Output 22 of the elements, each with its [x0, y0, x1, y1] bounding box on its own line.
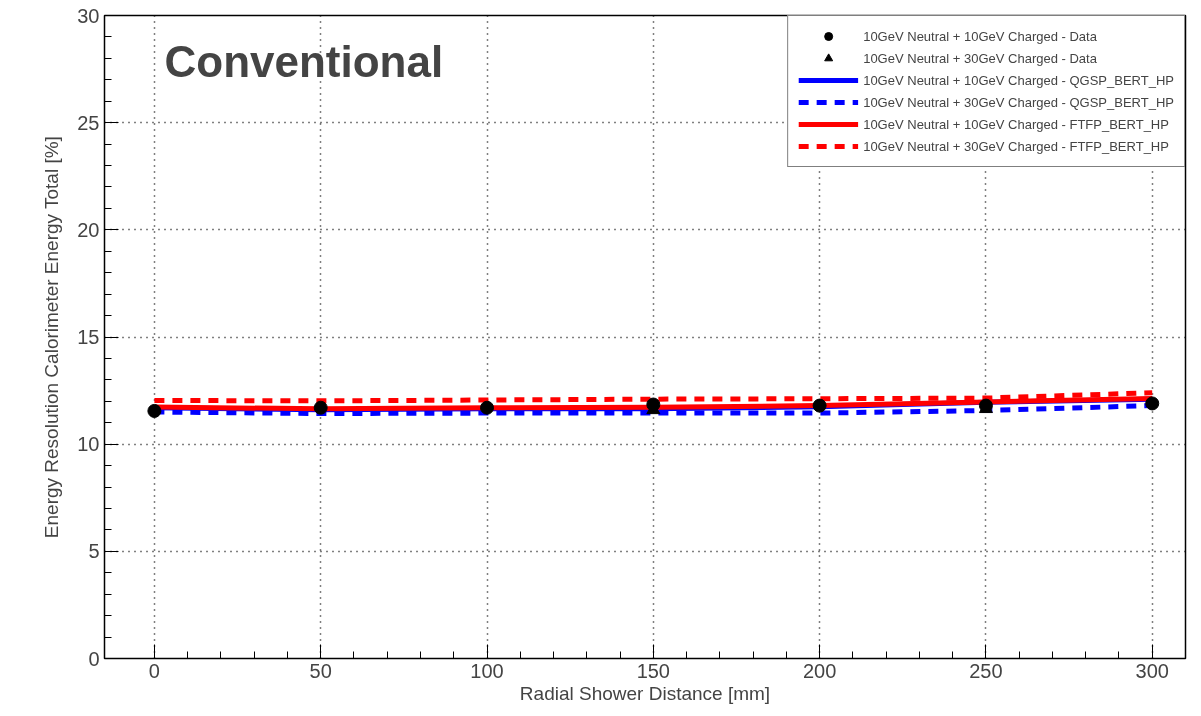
y-axis-title: Energy Resolution Calorimeter Energy Total [%] — [41, 136, 63, 539]
legend-label: 10GeV Neutral + 30GeV Charged - FTFP_BERT_HP — [863, 138, 1169, 154]
y-tick-label: 30 — [77, 4, 100, 27]
x-tick-label: 50 — [309, 659, 332, 682]
y-tick-label: 20 — [77, 218, 100, 241]
x-axis-title: Radial Shower Distance [mm] — [519, 682, 771, 704]
legend-label: 10GeV Neutral + 30GeV Charged - QGSP_BERT_HP — [863, 94, 1174, 110]
x-tick-label: 0 — [148, 659, 160, 682]
legend-label: 10GeV Neutral + 10GeV Charged - Data — [863, 28, 1097, 44]
text: Conventional — [164, 36, 444, 86]
x-tick-label: 100 — [470, 659, 504, 682]
legend-label: 10GeV Neutral + 30GeV Charged - Data — [863, 50, 1097, 66]
x-tick-label: 250 — [969, 659, 1003, 682]
x-tick-label: 300 — [1135, 659, 1169, 682]
y-tick-label: 10 — [77, 433, 100, 456]
legend-label: 10GeV Neutral + 10GeV Charged - QGSP_BERT_HP — [863, 72, 1174, 88]
x-tick-label: 150 — [636, 659, 671, 682]
y-tick-label: 15 — [77, 326, 100, 348]
legend-label: 10GeV Neutral + 10GeV Charged - FTFP_BERT_HP — [863, 116, 1169, 132]
x-tick-label: 200 — [802, 659, 837, 682]
y-tick-label: 25 — [77, 111, 100, 134]
y-tick-label: 5 — [88, 540, 100, 563]
